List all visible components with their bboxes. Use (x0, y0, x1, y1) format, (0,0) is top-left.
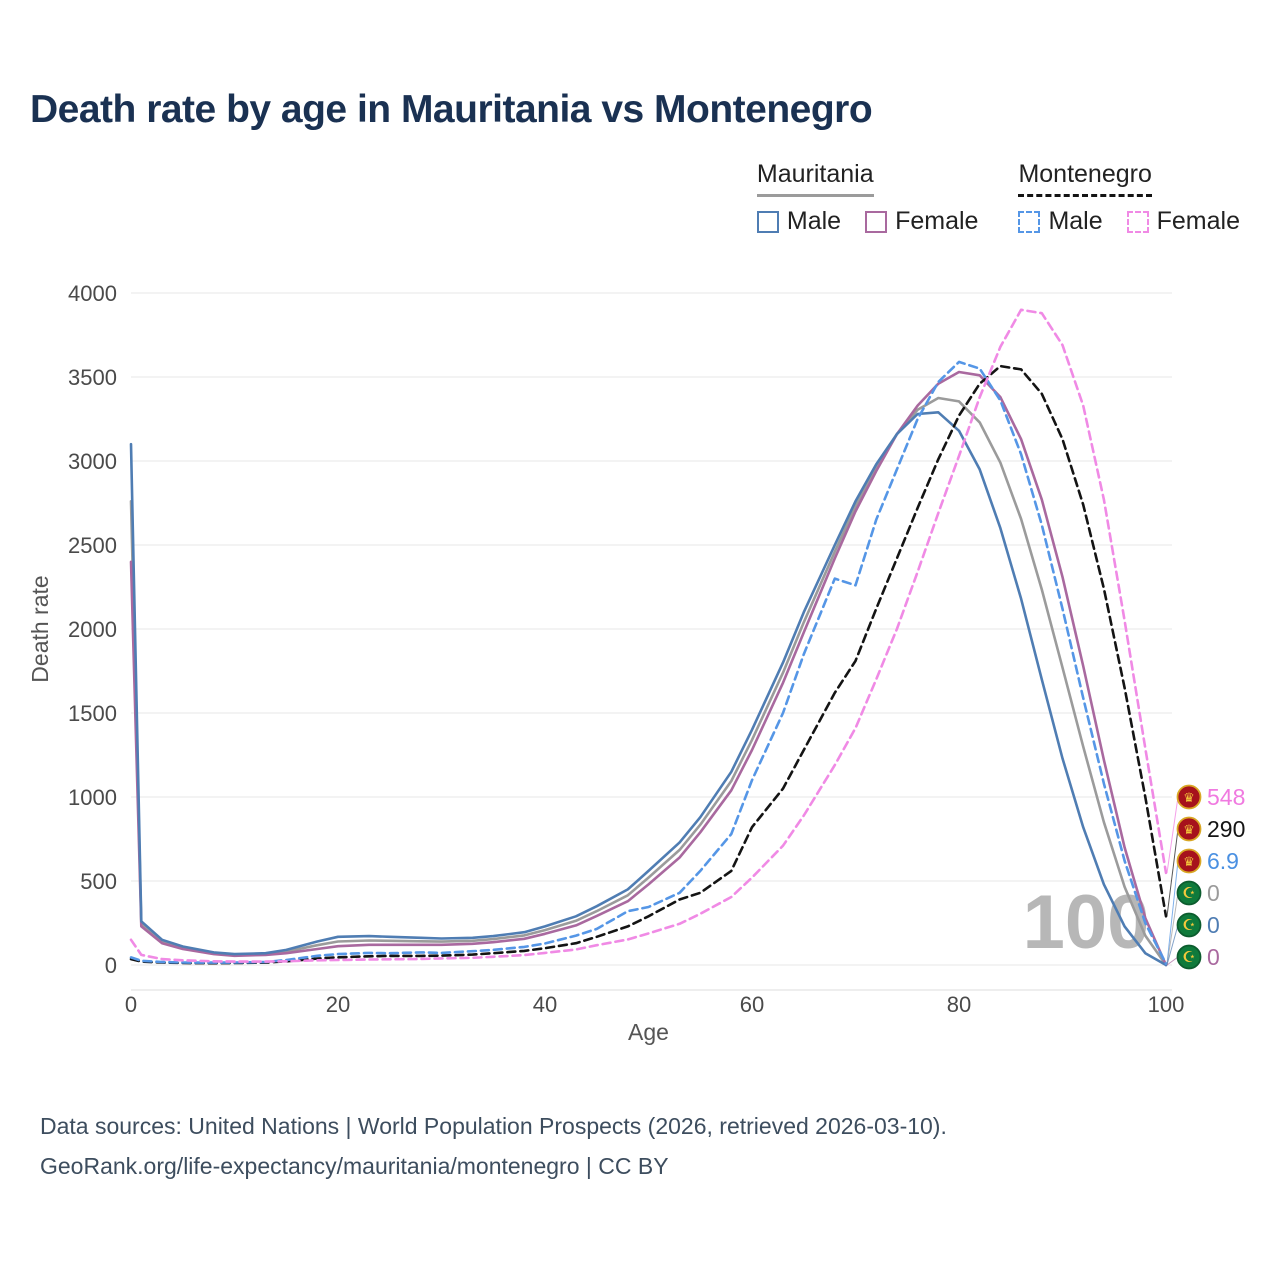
y-tick-label: 2500 (68, 533, 117, 558)
end-label-value-mauritania-male: 0 (1207, 911, 1220, 938)
end-label-value-mauritania-female: 0 (1207, 943, 1220, 970)
y-tick-label: 4000 (68, 281, 117, 306)
end-label-connector-mauritania-both (1166, 892, 1179, 966)
footer-data-sources: Data sources: United Nations | World Pop… (40, 1113, 947, 1139)
y-tick-label: 3000 (68, 449, 117, 474)
footer-attribution: GeoRank.org/life-expectancy/mauritania/m… (40, 1153, 669, 1179)
legend-label-mauritania-female: Female (895, 207, 979, 235)
series-line-montenegro-female[interactable] (129, 308, 1168, 963)
legend-title-mauritania: Mauritania (756, 160, 874, 197)
end-label-mauritania-both: ☪ 0 (1176, 877, 1245, 909)
y-tick-label: 2000 (68, 617, 117, 642)
x-tick-label: 60 (740, 992, 764, 1017)
page-title: Death rate by age in Mauritania vs Monte… (30, 88, 873, 131)
end-label-mauritania-male: ☪ 0 (1176, 909, 1245, 941)
legend-label-montenegro-female: Female (1156, 207, 1240, 235)
end-label-connector-montenegro-both (1166, 828, 1179, 917)
legend-group-montenegro: Montenegro Male Female (1018, 160, 1240, 236)
x-tick-label: 0 (125, 992, 137, 1017)
montenegro-flag-icon: ♛ (1176, 848, 1202, 874)
x-tick-label: 80 (947, 992, 971, 1017)
y-tick-label: 1000 (68, 785, 117, 810)
legend: Mauritania Male Female Montenegro Male F… (756, 160, 1240, 236)
end-label-connector-mauritania-female (1166, 956, 1179, 966)
series-line-mauritania-female[interactable] (129, 370, 1168, 967)
svg-text:☪: ☪ (1182, 884, 1195, 902)
x-tick-label: 20 (326, 992, 350, 1017)
legend-label-montenegro-male: Male (1048, 207, 1103, 235)
legend-swatch-montenegro-female (1126, 210, 1149, 233)
svg-text:♛: ♛ (1183, 823, 1195, 838)
footer: Data sources: United Nations | World Pop… (40, 1106, 947, 1186)
y-tick-label: 0 (105, 953, 117, 978)
end-labels: ♛ 548 ♛ 290 ♛ 6.9 ☪ 0 ☪ 0 ☪ 0 (1176, 781, 1245, 973)
x-tick-label: 100 (1148, 992, 1185, 1017)
mauritania-flag-icon: ☪ (1176, 912, 1202, 938)
end-label-mauritania-female: ☪ 0 (1176, 941, 1245, 973)
montenegro-flag-icon: ♛ (1176, 816, 1202, 842)
montenegro-flag-icon: ♛ (1176, 784, 1202, 810)
svg-text:♛: ♛ (1183, 791, 1195, 806)
y-tick-label: 3500 (68, 365, 117, 390)
y-tick-label: 1500 (68, 701, 117, 726)
legend-swatch-mauritania-male (756, 210, 779, 233)
mauritania-flag-icon: ☪ (1176, 880, 1202, 906)
series-line-mauritania-both[interactable] (129, 396, 1168, 967)
end-label-value-montenegro-male: 6.9 (1207, 847, 1239, 874)
legend-swatch-montenegro-male (1018, 210, 1041, 233)
legend-label-mauritania-male: Male (786, 207, 842, 235)
end-label-montenegro-both: ♛ 290 (1176, 813, 1245, 845)
end-label-value-montenegro-female: 548 (1207, 783, 1246, 810)
series-line-mauritania-male[interactable] (129, 411, 1168, 967)
end-label-connector-montenegro-male (1166, 860, 1179, 964)
end-label-montenegro-female: ♛ 548 (1176, 781, 1245, 813)
x-tick-label: 40 (533, 992, 557, 1017)
end-label-montenegro-male: ♛ 6.9 (1176, 845, 1245, 877)
x-axis-title: Age (628, 1019, 669, 1045)
series-line-montenegro-male[interactable] (129, 360, 1168, 966)
legend-group-mauritania: Mauritania Male Female (756, 160, 979, 236)
y-tick-label: 500 (80, 869, 117, 894)
legend-title-montenegro: Montenegro (1018, 160, 1152, 197)
watermark: 100 (1023, 880, 1150, 965)
legend-swatch-mauritania-female (865, 210, 888, 233)
series-line-montenegro-both[interactable] (129, 364, 1168, 965)
mauritania-flag-icon: ☪ (1176, 944, 1202, 970)
svg-text:☪: ☪ (1182, 948, 1195, 966)
end-label-connector-mauritania-male (1166, 924, 1179, 966)
svg-text:☪: ☪ (1182, 916, 1195, 934)
end-label-value-montenegro-both: 290 (1207, 815, 1246, 842)
y-axis-title: Death rate (27, 575, 53, 682)
svg-text:♛: ♛ (1183, 855, 1195, 870)
end-label-value-mauritania-both: 0 (1207, 879, 1220, 906)
end-label-connector-montenegro-female (1166, 796, 1179, 874)
